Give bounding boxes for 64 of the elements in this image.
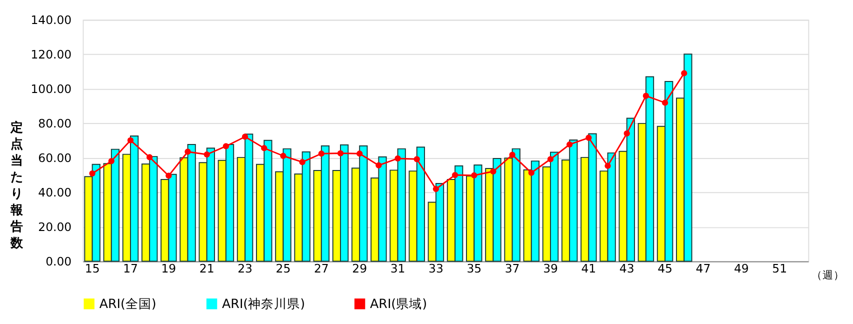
point [414, 156, 420, 162]
point [261, 145, 268, 152]
y-tick-label: 40.00 [38, 186, 72, 200]
point [318, 150, 324, 157]
point [624, 130, 630, 137]
point [547, 156, 554, 162]
point [662, 100, 668, 106]
point [146, 154, 153, 160]
x-axis-title: （週） [812, 268, 845, 282]
point [337, 150, 344, 156]
point [127, 137, 134, 144]
point [376, 162, 382, 168]
point [242, 134, 248, 140]
point [299, 159, 306, 166]
y-tick-label: 100.00 [30, 82, 72, 96]
x-tick-label: 19 [161, 261, 176, 276]
x-tick-label: 17 [123, 261, 138, 276]
y-axis-title: 定点当たり報告数 [10, 119, 25, 250]
x-tick-label: 43 [619, 261, 634, 276]
legend-label: ARI(全国) [99, 296, 156, 311]
legend-label: ARI(県域) [370, 296, 428, 311]
point [566, 141, 573, 148]
point [394, 155, 401, 162]
point [280, 152, 286, 159]
x-tick-label: 29 [352, 261, 368, 276]
point [432, 186, 440, 192]
y-tick-label: 20.00 [38, 220, 72, 234]
x-tick-label: 27 [314, 261, 329, 276]
point [166, 172, 172, 179]
legend-label: ARI(神奈川県) [222, 296, 306, 311]
x-tick-label: 39 [543, 261, 558, 276]
x-tick-label: 15 [84, 261, 100, 276]
x-tick-label: 51 [772, 261, 787, 276]
point [452, 172, 458, 178]
point [604, 162, 611, 169]
point [89, 170, 96, 177]
x-tick-label: 23 [238, 261, 252, 276]
point [222, 143, 230, 150]
point [490, 168, 496, 174]
x-tick-label: 41 [581, 261, 596, 276]
x-tick-label: 49 [734, 261, 749, 276]
y-tick-label: 60.00 [38, 151, 72, 166]
point [642, 92, 650, 99]
point [356, 150, 363, 157]
point [681, 70, 688, 76]
y-tick-label: 120.00 [30, 48, 72, 62]
point [471, 172, 478, 178]
point [509, 152, 516, 158]
point [586, 134, 592, 141]
x-tick-label: 45 [658, 261, 672, 276]
x-tick-label: 25 [276, 261, 291, 276]
point [108, 158, 114, 164]
x-tick-label: 33 [428, 261, 444, 276]
y-tick-label: 140.00 [30, 13, 72, 28]
x-tick-label: 21 [199, 261, 214, 276]
y-tick-label: 80.00 [38, 116, 72, 131]
y-tick-label: 0.00 [46, 254, 72, 269]
x-tick-label: 31 [390, 261, 406, 276]
point [528, 170, 534, 176]
point [204, 151, 210, 158]
x-tick-label: 37 [504, 261, 520, 276]
x-tick-label: 47 [696, 261, 711, 276]
point [184, 148, 191, 155]
x-tick-label: 35 [466, 261, 482, 276]
